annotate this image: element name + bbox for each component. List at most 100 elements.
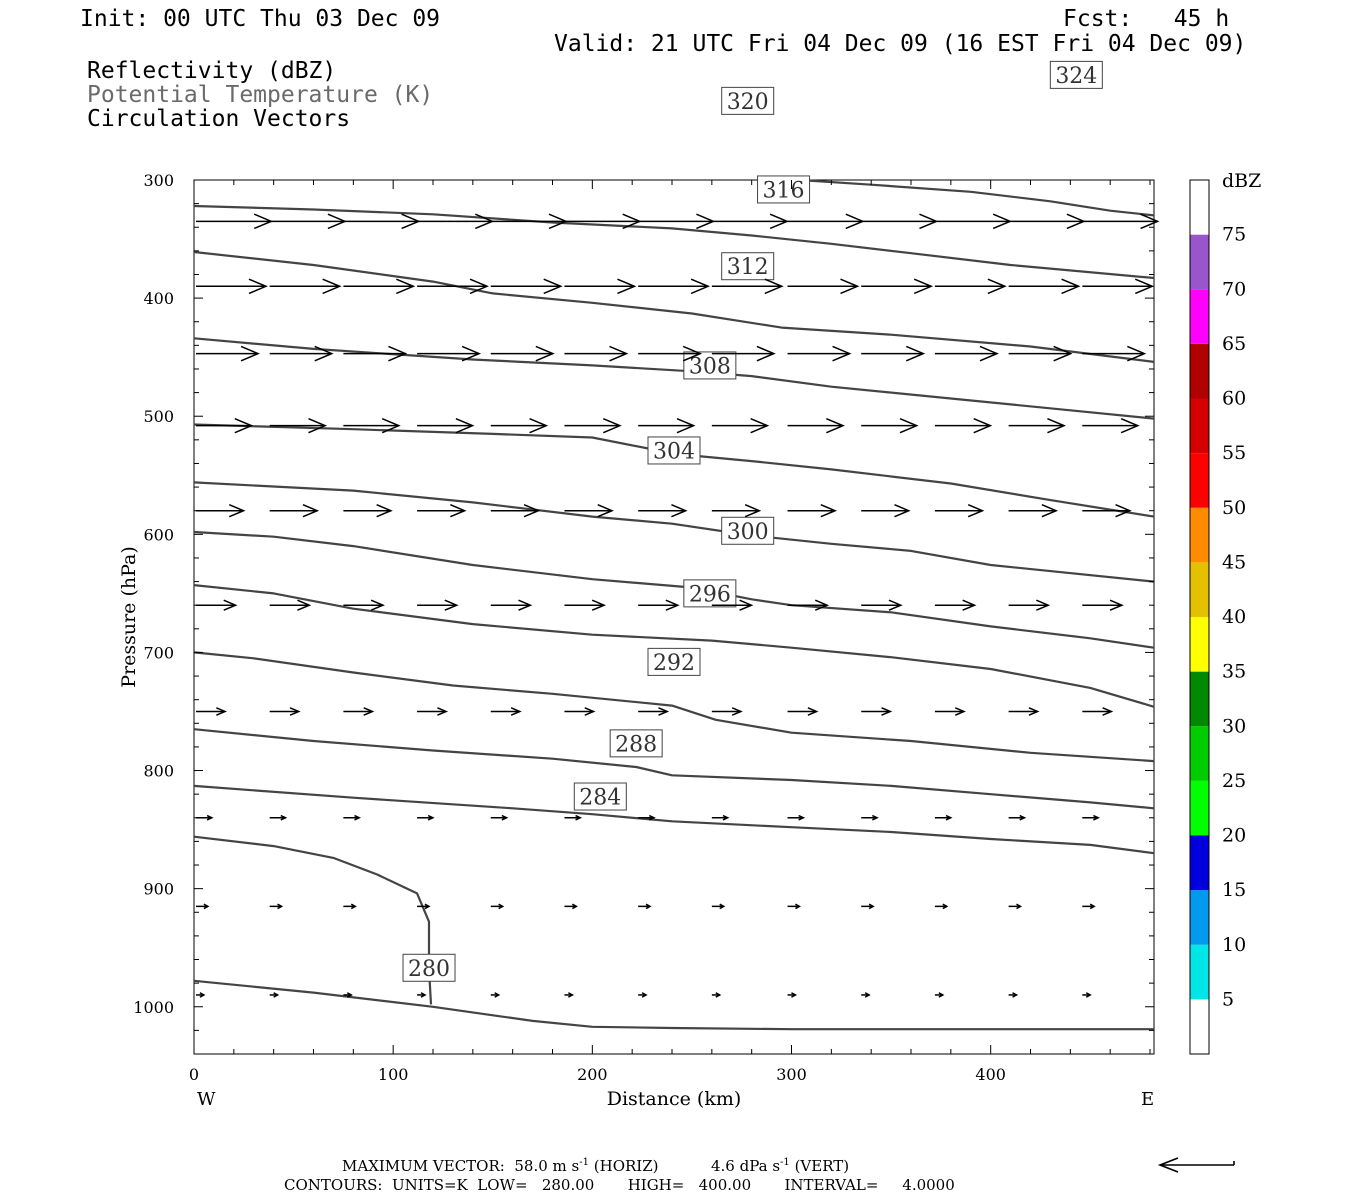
vector-head xyxy=(864,992,871,998)
theta-label-box xyxy=(609,729,663,758)
vector-head xyxy=(744,504,762,518)
vector-head xyxy=(973,417,993,434)
colorbar-tick-label: 50 xyxy=(1222,497,1246,519)
colorbar-tick-label: 40 xyxy=(1222,606,1246,628)
vector-head xyxy=(529,417,549,434)
vector-head xyxy=(641,992,648,998)
colorbar-tick-label: 65 xyxy=(1222,333,1246,355)
y-tick-label: 400 xyxy=(143,289,174,308)
theta-label-box xyxy=(1049,60,1103,89)
vector-head xyxy=(571,903,578,910)
vector-head xyxy=(240,345,260,362)
colorbar-segment xyxy=(1190,671,1209,727)
theta-contour-280 xyxy=(193,979,1154,1031)
theta-label-324: 324 xyxy=(1055,64,1097,89)
vector-head xyxy=(234,417,254,434)
x-tick-label: 400 xyxy=(975,1065,1006,1084)
vector-head xyxy=(308,417,328,434)
theta-label-308: 308 xyxy=(689,354,731,379)
vector-head xyxy=(248,278,268,295)
y-axis-title: Pressure (hPa) xyxy=(118,546,140,688)
x-axis-title: Distance (km) xyxy=(607,1088,742,1110)
colorbar-tick-label: 75 xyxy=(1222,224,1246,246)
vector-head xyxy=(518,599,533,611)
vector-head xyxy=(1089,903,1096,910)
vector-head xyxy=(1120,417,1140,434)
vector-head xyxy=(722,814,730,821)
vector-head xyxy=(381,417,401,434)
vector-head xyxy=(665,599,680,611)
theta-label-300: 300 xyxy=(727,520,769,545)
theta-label-box xyxy=(721,516,775,545)
init-time-label: Init: 00 UTC Thu 03 Dec 09 xyxy=(80,6,441,32)
forecast-hour-label: Fcst: 45 h xyxy=(1063,6,1230,32)
vector-head xyxy=(568,992,574,998)
y-tick-label: 500 xyxy=(143,407,174,426)
colorbar-unit-label: dBZ xyxy=(1222,170,1261,192)
contour-legend: CONTOURS: UNITS=K LOW= 280.00 HIGH= 400.… xyxy=(284,1176,955,1194)
vector-head xyxy=(297,599,312,611)
theta-label-box xyxy=(757,175,811,204)
theta-label-box xyxy=(721,252,775,281)
theta-label-320: 320 xyxy=(727,90,769,115)
vector-head xyxy=(602,417,622,434)
vector-head xyxy=(872,814,879,821)
y-tick-label: 900 xyxy=(143,880,174,899)
vector-head xyxy=(437,707,449,716)
vector-head xyxy=(223,599,238,611)
colorbar-segment xyxy=(1190,835,1209,891)
horiz-tag: (HORIZ) xyxy=(593,1157,659,1175)
x-axis-east-label: E xyxy=(1141,1089,1154,1110)
theta-contour-300 xyxy=(193,530,1155,649)
colorbar-segment xyxy=(1190,562,1209,617)
vector-head xyxy=(676,417,696,434)
colorbar-segment xyxy=(1190,890,1209,945)
colorbar-segment xyxy=(1190,999,1209,1054)
vector-head xyxy=(942,903,949,910)
vector-head xyxy=(289,707,301,716)
theta-contour-292 xyxy=(193,651,1155,763)
vector-head xyxy=(501,814,509,821)
vector-head xyxy=(494,992,501,998)
colorbar-segment xyxy=(1190,944,1209,1000)
vector-head xyxy=(469,278,489,295)
vert-exponent: -1 xyxy=(780,1157,790,1168)
vector-head xyxy=(450,504,467,518)
y-tick-label: 800 xyxy=(143,762,174,781)
vector-head xyxy=(535,345,555,362)
vector-head xyxy=(798,814,806,821)
theta-contour-320 xyxy=(193,204,1155,280)
theta-label-box xyxy=(683,579,737,608)
vector-head xyxy=(1036,599,1051,611)
vector-head xyxy=(1109,599,1124,611)
x-tick-label: 0 xyxy=(189,1065,199,1084)
axes: Pressure (hPa) Distance (km) W E 300 400 5… xyxy=(118,171,1154,1110)
colorbar-border xyxy=(1189,179,1210,1055)
colorbar-segment xyxy=(1190,289,1209,344)
vector-head xyxy=(455,417,475,434)
vector-head xyxy=(945,814,953,821)
colorbar-tick-label: 60 xyxy=(1222,388,1246,410)
colorbar-segment xyxy=(1190,398,1209,454)
vector-head xyxy=(277,903,284,910)
theta-label-box xyxy=(573,782,627,811)
vector-head xyxy=(715,992,722,998)
colorbar-segment xyxy=(1190,453,1209,508)
vector-head xyxy=(1127,345,1147,362)
vector-head xyxy=(1047,417,1066,434)
vector-head xyxy=(905,345,926,362)
vector-head xyxy=(750,417,770,434)
vector-head xyxy=(314,345,334,362)
theta-label-box xyxy=(721,86,775,115)
colorbar-segment xyxy=(1190,617,1209,672)
theta-label-box xyxy=(402,953,456,982)
circulation-vectors xyxy=(196,213,1160,998)
vector-head xyxy=(658,707,670,716)
theta-label-284: 284 xyxy=(579,786,621,811)
vector-head xyxy=(388,345,408,362)
colorbar-tick-label: 70 xyxy=(1222,278,1246,300)
vector-head xyxy=(645,903,652,910)
vector-head xyxy=(376,504,393,518)
vector-head xyxy=(888,599,903,611)
vector-head xyxy=(199,992,206,998)
